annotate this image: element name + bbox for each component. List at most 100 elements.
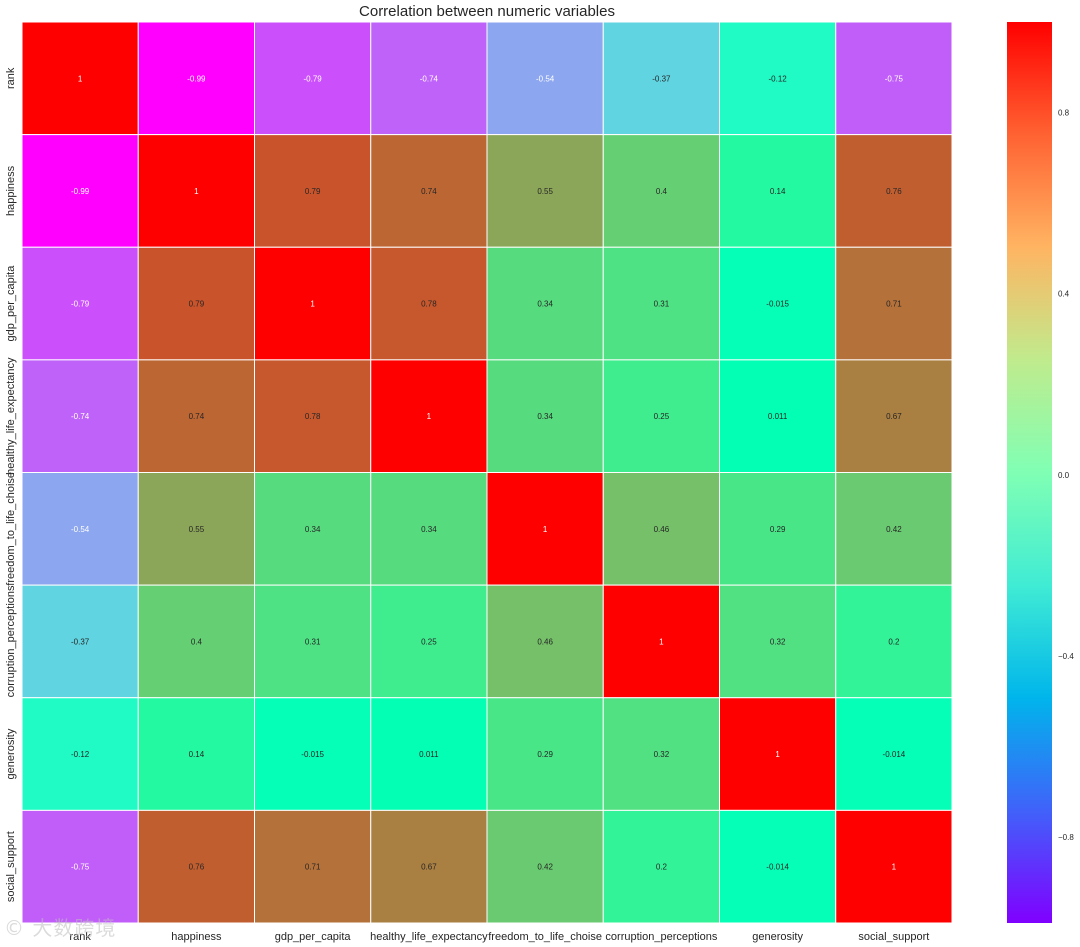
- cell-value-label: 0.71: [305, 863, 321, 872]
- heatmap-cell: [835, 246, 953, 361]
- cell-value-label: 0.34: [305, 525, 321, 534]
- cell-value-label: -0.37: [652, 74, 671, 83]
- heatmap-cell: [137, 584, 255, 699]
- colorbar-tick-label: 0.0: [1058, 471, 1070, 480]
- cell-value-label: 0.011: [419, 750, 439, 759]
- colorbar-tick-label: −0.8: [1058, 833, 1074, 842]
- heatmap-cell: [602, 246, 720, 361]
- heatmap-cell: [719, 809, 837, 924]
- heatmap-cell: [21, 472, 139, 586]
- cell-value-label: 0.34: [537, 300, 553, 309]
- heatmap-cell: [835, 809, 953, 924]
- cell-value-label: 0.67: [421, 863, 437, 872]
- heatmap-cell-labels: 1 -0.99 -0.79 -0.74 -0.54 -0.37 -0.12 -0.75 -0.9…: [71, 74, 906, 871]
- heatmap-cell: [486, 246, 604, 361]
- cell-value-label: 0.29: [537, 750, 553, 759]
- heatmap-cell: [602, 21, 720, 136]
- heatmap-cell: [719, 134, 837, 248]
- row-labels: rank happiness gdp_per_capita healthy_life_…: [5, 67, 17, 902]
- cell-value-label: 0.29: [770, 525, 786, 534]
- chart-title: Correlation between numeric variables: [359, 3, 615, 20]
- cell-value-label: 1: [78, 74, 83, 83]
- colorbar-tick-label: −0.4: [1058, 652, 1074, 661]
- column-label: corruption_perceptions: [605, 931, 717, 943]
- cell-value-label: 0.42: [886, 525, 902, 534]
- heatmap-cell: [21, 359, 139, 473]
- cell-value-label: -0.015: [301, 750, 324, 759]
- heatmap-cell: [835, 472, 953, 586]
- cell-value-label: 0.2: [888, 637, 900, 646]
- cell-value-label: 0.46: [537, 637, 553, 646]
- row-label: gdp_per_capita: [5, 265, 17, 342]
- row-label: social_support: [5, 831, 17, 902]
- column-label: social_support: [858, 931, 929, 943]
- heatmap-cell: [486, 21, 604, 136]
- colorbar-ticks: 0.8 0.4 0.0 −0.4 −0.8: [1058, 109, 1074, 842]
- cell-value-label: -0.015: [766, 300, 789, 309]
- heatmap-cell: [835, 21, 953, 136]
- row-label: freedom_to_life_choise: [5, 472, 17, 586]
- watermark-text: © 大数跨境: [4, 916, 117, 940]
- column-label: generosity: [752, 931, 803, 943]
- cell-value-label: -0.014: [883, 750, 906, 759]
- heatmap-cell: [835, 134, 953, 248]
- heatmap-cell: [21, 134, 139, 248]
- cell-value-label: 1: [892, 863, 897, 872]
- heatmap-cell: [137, 809, 255, 924]
- cell-value-label: -0.74: [71, 412, 90, 421]
- cell-value-label: 0.78: [421, 300, 437, 309]
- heatmap-cell: [137, 697, 255, 811]
- heatmap-cell: [137, 359, 255, 473]
- cell-value-label: 0.74: [421, 187, 437, 196]
- row-label: corruption_perceptions: [5, 585, 17, 697]
- cell-value-label: -0.79: [71, 300, 90, 309]
- cell-value-label: 0.79: [189, 300, 205, 309]
- cell-value-label: 0.55: [537, 187, 553, 196]
- heatmap-cell: [835, 584, 953, 699]
- cell-value-label: 0.4: [656, 187, 668, 196]
- heatmap-cell: [254, 584, 372, 699]
- cell-value-label: 0.71: [886, 300, 902, 309]
- cell-value-label: 1: [543, 525, 548, 534]
- heatmap-cell: [835, 359, 953, 473]
- cell-value-label: 0.42: [537, 863, 553, 872]
- heatmap-cell: [602, 584, 720, 699]
- cell-value-label: 1: [427, 412, 432, 421]
- colorbar: [1007, 22, 1052, 923]
- cell-value-label: -0.54: [536, 74, 555, 83]
- row-label: generosity: [5, 728, 17, 779]
- column-label: gdp_per_capita: [275, 931, 352, 943]
- heatmap-cell: [486, 809, 604, 924]
- heatmap-cell: [370, 697, 488, 811]
- column-labels: rank happiness gdp_per_capita healthy_life_…: [69, 931, 929, 943]
- heatmap-cell: [719, 584, 837, 699]
- row-label: healthy_life_expectancy: [5, 357, 17, 475]
- heatmap-cell: [370, 359, 488, 473]
- column-label: healthy_life_expectancy: [370, 931, 488, 943]
- heatmap-cell: [602, 697, 720, 811]
- cell-value-label: 0.78: [305, 412, 321, 421]
- cell-value-label: -0.99: [187, 74, 206, 83]
- cell-value-label: -0.79: [304, 74, 323, 83]
- heatmap-cell: [370, 21, 488, 136]
- row-label: happiness: [5, 165, 17, 216]
- heatmap-cell: [137, 246, 255, 361]
- cell-value-label: 0.25: [421, 637, 437, 646]
- heatmap-cell: [254, 809, 372, 924]
- cell-value-label: -0.54: [71, 525, 90, 534]
- cell-value-label: -0.12: [769, 74, 788, 83]
- cell-value-label: 0.31: [654, 300, 670, 309]
- cell-value-label: 0.32: [654, 750, 670, 759]
- heatmap-cell: [254, 359, 372, 473]
- cell-value-label: 0.46: [654, 525, 670, 534]
- cell-value-label: -0.75: [885, 74, 904, 83]
- cell-value-label: 0.79: [305, 187, 321, 196]
- heatmap-cell: [254, 246, 372, 361]
- cell-value-label: -0.014: [766, 863, 789, 872]
- cell-value-label: 1: [775, 750, 780, 759]
- cell-value-label: -0.37: [71, 637, 90, 646]
- column-label: freedom_to_life_choise: [488, 931, 602, 943]
- cell-value-label: 0.14: [189, 750, 205, 759]
